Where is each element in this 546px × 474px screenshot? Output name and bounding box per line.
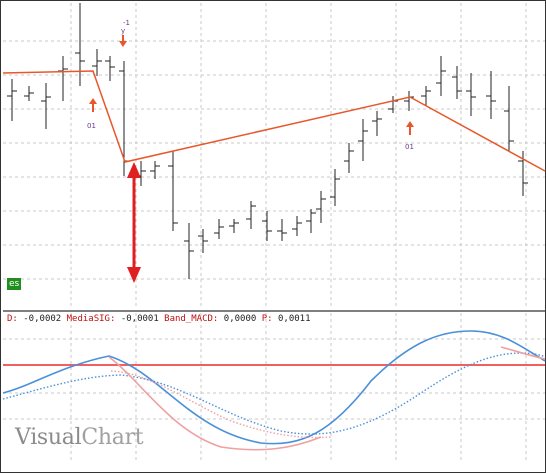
ohlc-bar [486, 71, 496, 119]
ohlc-bar [330, 169, 340, 206]
zigzag-path [2, 70, 546, 172]
ohlc-bar [246, 201, 256, 229]
histogram-tail [500, 346, 546, 360]
legend-label-band: Band_MACD: [159, 314, 224, 324]
right-mark-label: 01 [405, 143, 414, 151]
legend-value-mediasig: -0,0001 [121, 314, 159, 324]
ohlc-bar [306, 209, 316, 233]
ohlc-bar [421, 86, 431, 106]
indicator-grid [3, 313, 545, 461]
ohlc-bar [466, 73, 476, 116]
legend-label-p: P: [256, 314, 278, 324]
ohlc-bar [436, 56, 446, 96]
ohlc-bar [292, 216, 302, 236]
ohlc-bar [316, 191, 326, 223]
down-arrow-marker-icon: -1 y [119, 19, 130, 47]
ohlc-bar [388, 96, 398, 113]
top-mark-label: -1 [123, 19, 130, 27]
legend-label-mediasig: MediaSIG: [61, 314, 121, 324]
price-grid [3, 3, 545, 309]
signal-dotted-line [110, 370, 332, 439]
ohlc-bar [372, 111, 382, 136]
ohlc-bar [358, 119, 368, 161]
up-arrow-marker-icon: 01 [87, 98, 97, 130]
ohlc-bar [229, 219, 239, 233]
red-double-arrow-icon [127, 162, 141, 283]
legend-label-d: D: [7, 314, 23, 324]
ohlc-bar [92, 49, 102, 76]
brand-part-1: Visual [15, 425, 82, 450]
left-mark-label: 01 [87, 122, 96, 130]
ohlc-bar [262, 211, 272, 241]
price-bars [7, 3, 528, 279]
legend-value-d: -0,0002 [23, 314, 61, 324]
ohlc-bar [404, 91, 414, 111]
ohlc-bar [75, 3, 85, 86]
ohlc-bar [277, 219, 287, 241]
indicator-lines [2, 330, 546, 451]
brand-part-2: Chart [81, 425, 144, 450]
ohlc-bar [150, 161, 160, 179]
ohlc-bar [58, 56, 68, 101]
ohlc-bar [198, 229, 208, 253]
ohlc-bar [344, 143, 354, 173]
brand-logo: VisualChart [15, 425, 144, 450]
histogram-line [108, 356, 322, 451]
ohlc-bar [504, 86, 514, 151]
ohlc-bar [214, 219, 224, 239]
ohlc-bar [105, 56, 115, 81]
ohlc-bar [168, 151, 178, 231]
svg-text:y: y [121, 27, 125, 35]
legend-value-p: 0,0011 [278, 314, 311, 324]
legend-value-band: 0,0000 [224, 314, 257, 324]
macd-line [2, 330, 546, 445]
ohlc-bar [24, 86, 34, 101]
signal-line [2, 352, 546, 435]
symbol-tag: es [7, 278, 22, 290]
ohlc-bar [452, 66, 462, 99]
up-arrow-marker-icon: 01 [405, 121, 414, 151]
ohlc-bar [7, 79, 17, 121]
ohlc-bar [184, 223, 194, 279]
indicator-legend: D: -0,0002 MediaSIG: -0,0001 Band_MACD: … [7, 314, 311, 324]
zigzag-line [2, 70, 546, 172]
ohlc-bar [41, 83, 51, 129]
